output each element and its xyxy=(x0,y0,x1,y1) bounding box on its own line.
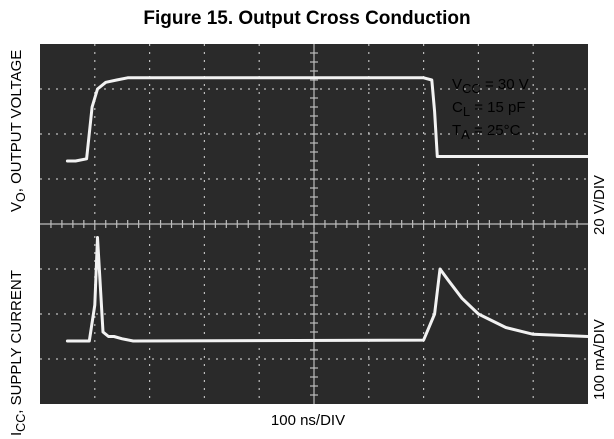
right-scale-voltage: 20 V/DIV xyxy=(591,174,608,235)
condition-ta: TA = 25°C xyxy=(452,122,521,142)
supply-current-trace xyxy=(65,236,588,343)
traces xyxy=(65,76,588,343)
right-scale-current: 100 mA/DIV xyxy=(591,319,608,400)
condition-vcc: VCC = 30 V xyxy=(452,76,529,96)
left-axis-label-voltage: VO, OUTPUT VOLTAGE xyxy=(8,49,28,212)
graticule xyxy=(40,44,588,404)
x-axis-label: 100 ns/DIV xyxy=(270,412,346,429)
chart-title: Figure 15. Output Cross Conduction xyxy=(143,8,471,29)
condition-cl: CL = 15 pF xyxy=(452,99,526,119)
oscilloscope-plot xyxy=(40,44,588,404)
left-axis-label-current: ICC, SUPPLY CURRENT xyxy=(8,270,28,436)
output-voltage-trace xyxy=(65,76,588,163)
